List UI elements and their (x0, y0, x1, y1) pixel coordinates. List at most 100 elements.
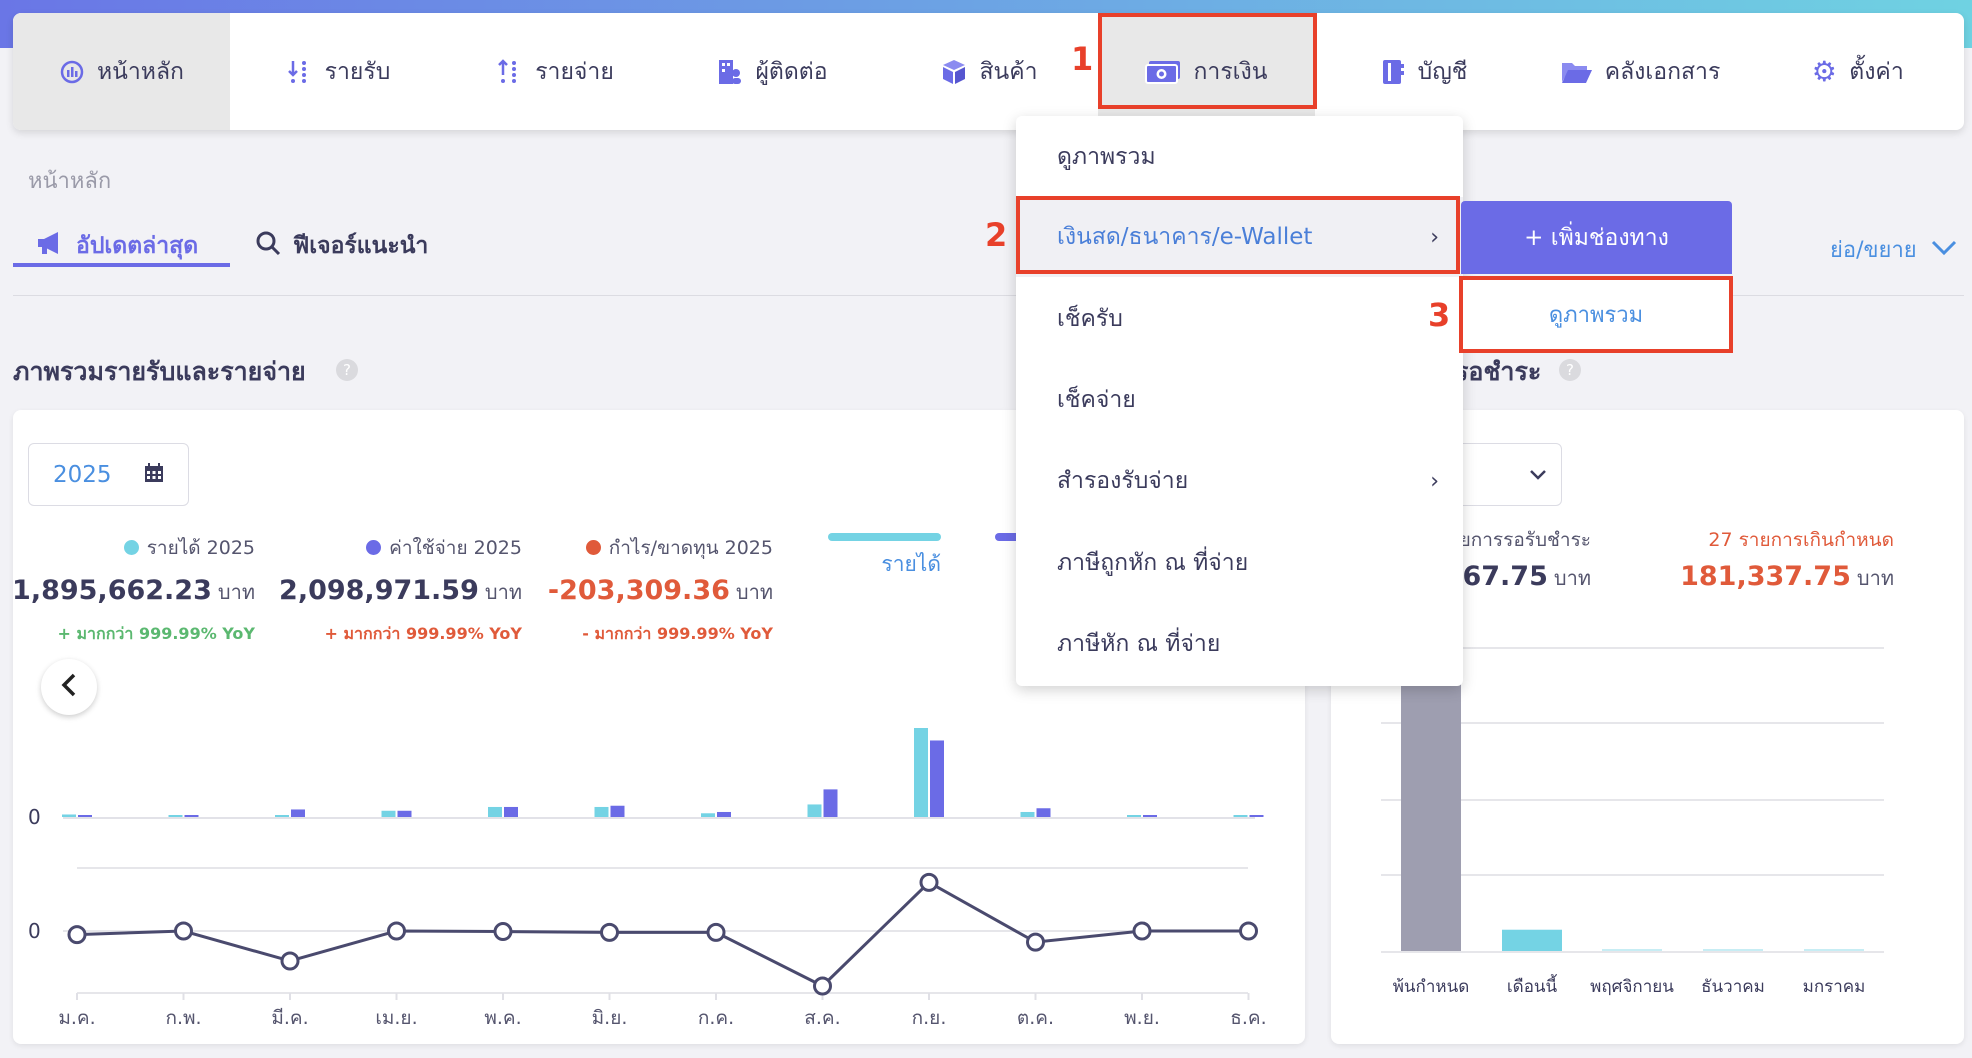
bar-expense-5[interactable] (610, 805, 625, 817)
nav-products[interactable]: สินค้า (881, 13, 1098, 130)
bar-expense-7[interactable] (823, 789, 838, 817)
nav-income[interactable]: รายรับ (230, 13, 447, 130)
receivable-bar-2[interactable] (1602, 949, 1662, 951)
menu-item-6[interactable]: ภาษีหัก ณ ที่จ่าย (1016, 604, 1463, 684)
profit-point-8[interactable] (919, 872, 939, 892)
nav-documents[interactable]: คลังเอกสาร (1532, 13, 1749, 130)
bar-income-2[interactable] (275, 815, 289, 817)
menu-item-1[interactable]: เงินสด/ธนาคาร/e-Wallet › (1016, 197, 1463, 277)
add-channel-button[interactable]: + เพิ่มช่องทาง (1461, 201, 1732, 274)
profit-point-3[interactable] (387, 921, 406, 941)
highlight-box-2 (1016, 196, 1460, 274)
menu-item-5[interactable]: ภาษีถูกหัก ณ ที่จ่าย (1016, 523, 1463, 603)
collapse-expand-toggle[interactable]: ย่อ/ขยาย (1830, 232, 1957, 267)
legend-dot (123, 540, 139, 555)
profit-point-2[interactable] (280, 951, 300, 971)
menu-item-label: เงินสด/ธนาคาร/e-Wallet (1057, 224, 1313, 250)
tab-latest-updates[interactable]: อัปเดตล่าสุด (36, 228, 198, 264)
expense-list-icon (497, 58, 523, 85)
bar-expense-11[interactable] (1249, 815, 1264, 817)
x-label-8: ก.ย. (912, 1007, 947, 1029)
bar-income-8[interactable] (914, 728, 928, 817)
legend-dot (585, 540, 601, 555)
stat-label: ค่าใช้จ่าย 2025 (279, 533, 522, 563)
help-icon[interactable]: ? (1559, 359, 1581, 381)
nav-label: ผู้ติดต่อ (755, 58, 828, 85)
bar-income-3[interactable] (381, 810, 396, 817)
bar-expense-2[interactable] (291, 809, 305, 817)
profit-point-7[interactable] (813, 976, 832, 996)
bar-expense-10[interactable] (1143, 815, 1157, 817)
bar-income-10[interactable] (1127, 815, 1141, 817)
submenu-overview[interactable]: ดูภาพรวม (1459, 276, 1733, 353)
nav-accounting[interactable]: บัญชี (1315, 13, 1532, 130)
tab-recommended-features[interactable]: ฟีเจอร์แนะนำ (255, 228, 428, 264)
nav-finance[interactable]: การเงิน (1098, 13, 1315, 130)
unit-label: บาท (484, 580, 522, 604)
nav-label: ตั้งค่า (1849, 58, 1904, 85)
bar-income-4[interactable] (488, 806, 502, 817)
receivable-bar-1[interactable] (1502, 929, 1562, 951)
legend-swatch-income[interactable] (828, 533, 941, 541)
menu-item-3[interactable]: เช็คจ่าย (1016, 360, 1463, 440)
bar-income-7[interactable] (807, 804, 822, 817)
bar-expense-8[interactable] (930, 740, 944, 817)
bar-income-6[interactable] (701, 813, 715, 817)
chevron-right-icon: › (1430, 224, 1439, 250)
stat-label-text: ค่าใช้จ่าย 2025 (389, 537, 522, 559)
profit-point-5[interactable] (600, 922, 619, 942)
bar-income-5[interactable] (594, 806, 609, 817)
help-icon[interactable]: ? (336, 359, 358, 381)
nav-home[interactable]: หน้าหลัก (13, 13, 230, 130)
receivable-bar-4[interactable] (1804, 949, 1864, 951)
chevron-left-icon (61, 673, 77, 701)
profit-point-6[interactable] (706, 922, 726, 942)
nav-expense[interactable]: รายจ่าย (447, 13, 664, 130)
nav-contacts[interactable]: ผู้ติดต่อ (664, 13, 881, 130)
menu-item-0[interactable]: ดูภาพรวม (1016, 117, 1463, 197)
year-picker[interactable]: 2025 (28, 443, 189, 506)
chart-icon (59, 59, 85, 85)
profit-point-0[interactable] (67, 925, 87, 945)
menu-item-4[interactable]: สำรองรับจ่าย › (1016, 441, 1463, 521)
legend-dot (366, 540, 382, 555)
nav-label: รายรับ (324, 58, 391, 85)
profit-point-1[interactable] (174, 921, 193, 941)
megaphone-icon (36, 231, 64, 261)
bar-expense-1[interactable] (184, 815, 199, 817)
profit-point-4[interactable] (493, 922, 513, 942)
x-label-11: ธ.ค. (1230, 1007, 1266, 1029)
bar-income-0[interactable] (62, 814, 76, 817)
stat-amount: -203,309.36 (547, 575, 730, 606)
menu-item-2[interactable]: เช็ครับ (1016, 279, 1463, 359)
nav-label: บัญชี (1417, 58, 1468, 85)
profit-point-9[interactable] (1026, 932, 1045, 952)
stat-yoy: + มากกว่า 999.99% YoY (57, 624, 255, 643)
stat-amount: 2,098,971.59 (279, 575, 479, 606)
bar-income-9[interactable] (1020, 811, 1035, 817)
bar-expense-3[interactable] (397, 810, 412, 817)
overdue-label: 27 รายการเกินกำหนด (1708, 529, 1894, 551)
bar-expense-0[interactable] (78, 815, 92, 817)
pending-label: รายการรอรับชำระ (1438, 529, 1591, 551)
bar-income-11[interactable] (1233, 815, 1248, 817)
receivable-bar-0[interactable] (1401, 675, 1461, 951)
nav-label: สินค้า (979, 58, 1038, 85)
previous-year-button[interactable] (41, 659, 97, 715)
receivable-x-label-0: พ้นกำหนด (1393, 977, 1470, 997)
bar-income-1[interactable] (168, 815, 183, 817)
profit-point-11[interactable] (1239, 921, 1258, 941)
stat-0: รายได้ 2025 1,895,662.23 บาท + มากกว่า 99… (12, 533, 255, 647)
section-title-overview: ภาพรวมรายรับและรายจ่าย (13, 357, 306, 386)
bar-expense-9[interactable] (1036, 808, 1051, 817)
bar-expense-4[interactable] (504, 806, 518, 817)
nav-label: หน้าหลัก (97, 58, 184, 85)
receivable-bar-3[interactable] (1703, 949, 1763, 951)
money-icon (1145, 59, 1181, 85)
nav-label: การเงิน (1193, 58, 1268, 85)
legend-label-income[interactable]: รายได้ (881, 552, 941, 576)
nav-settings[interactable]: ⚙ ตั้งค่า (1749, 13, 1964, 130)
bar-expense-6[interactable] (717, 811, 731, 817)
profit-point-10[interactable] (1132, 921, 1152, 941)
folder-icon (1561, 59, 1593, 85)
